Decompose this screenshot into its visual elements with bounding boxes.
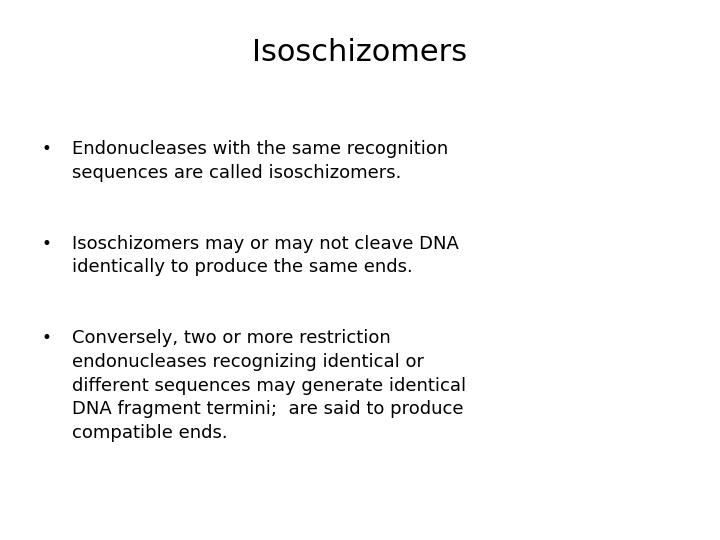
Text: Isoschizomers may or may not cleave DNA
identically to produce the same ends.: Isoschizomers may or may not cleave DNA … [72,235,459,276]
Text: Conversely, two or more restriction
endonucleases recognizing identical or
diffe: Conversely, two or more restriction endo… [72,329,466,442]
Text: •: • [42,329,52,347]
Text: Endonucleases with the same recognition
sequences are called isoschizomers.: Endonucleases with the same recognition … [72,140,449,182]
Text: Isoschizomers: Isoschizomers [253,38,467,67]
Text: •: • [42,235,52,253]
Text: •: • [42,140,52,158]
